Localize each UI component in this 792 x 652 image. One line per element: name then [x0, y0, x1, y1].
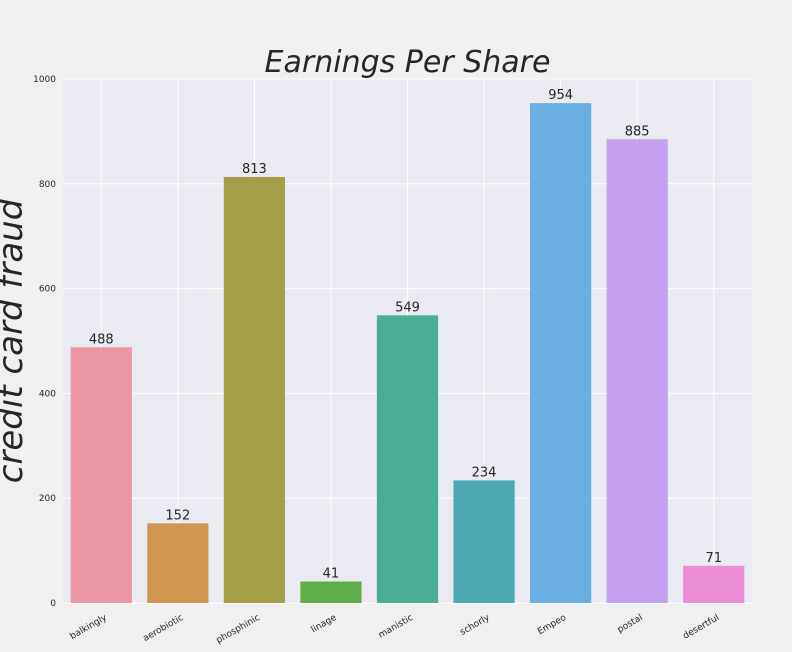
x-axis-ticks: balkingly aerobiotic phosphinic linage manis…: [69, 613, 722, 646]
data-labels: 488 152 813 41 549 234 954 885 71: [89, 88, 722, 581]
y-tick-label: 600: [39, 285, 56, 295]
y-tick-label: 400: [39, 389, 56, 399]
bar-value-label: 885: [625, 124, 650, 139]
bars: [70, 103, 745, 603]
y-axis-ticks: 0 200 400 600 800 1000: [33, 75, 56, 609]
bar-value-label: 234: [472, 465, 497, 480]
bar-schorly: [453, 480, 515, 603]
x-tick-label: balkingly: [69, 613, 110, 642]
bar-Empeo: [529, 103, 592, 603]
x-tick-label: postal: [616, 613, 645, 635]
y-tick-label: 0: [50, 599, 56, 609]
bar-value-label: 71: [705, 551, 722, 566]
bar-balkingly: [70, 347, 132, 603]
bar-value-label: 152: [165, 508, 190, 523]
y-tick-label: 1000: [33, 75, 56, 85]
bar-value-label: 954: [548, 88, 573, 103]
x-tick-label: aerobiotic: [142, 613, 186, 644]
bar-value-label: 488: [89, 332, 114, 347]
bar-value-label: 549: [395, 300, 420, 315]
x-tick-label: schorly: [459, 613, 493, 638]
bar-value-label: 41: [323, 567, 340, 582]
bar-value-label: 813: [242, 162, 267, 177]
y-axis-label: credit card fraud: [0, 198, 31, 483]
x-tick-label: manistic: [377, 613, 415, 641]
chart-title: Earnings Per Share: [265, 45, 551, 80]
bar-manistic: [376, 315, 439, 603]
y-tick-label: 800: [39, 180, 56, 190]
x-tick-label: phosphinic: [215, 613, 262, 646]
bar-aerobiotic: [147, 523, 209, 603]
bar-linage: [300, 581, 362, 603]
y-tick-label: 200: [39, 494, 56, 504]
x-tick-label: Empeo: [536, 613, 568, 638]
bar-phosphinic: [223, 176, 286, 603]
bar-desertful: [683, 565, 745, 603]
bar-postal: [606, 139, 668, 603]
x-tick-label: linage: [310, 613, 339, 636]
x-tick-label: desertful: [682, 613, 722, 642]
